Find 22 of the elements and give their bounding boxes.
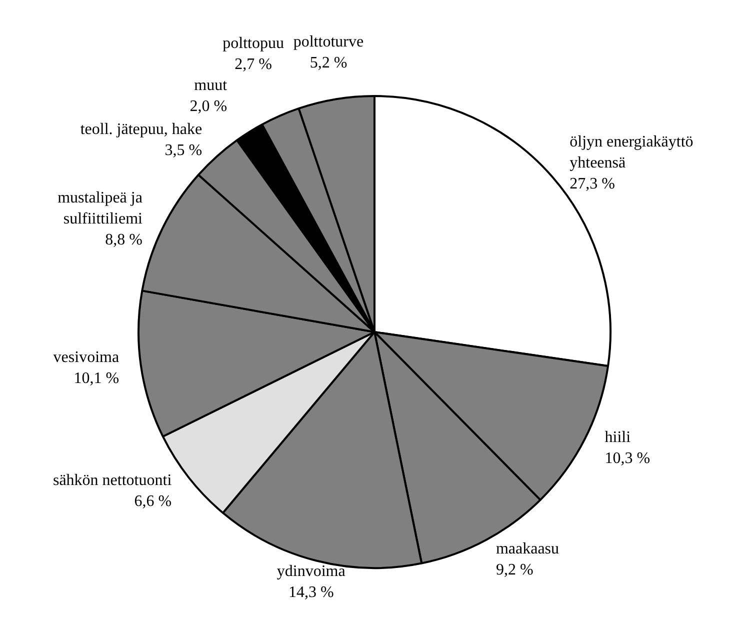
data-label: 2,0 %	[190, 98, 228, 116]
data-label: 2,7 %	[234, 56, 272, 74]
slice-label: ydinvoima	[276, 562, 346, 580]
slice-label: teoll. jätepuu, hake	[80, 120, 202, 138]
slice-label: sähkön nettotuonti	[52, 472, 172, 490]
data-label: 10,1 %	[74, 370, 120, 388]
slice-label: muut	[194, 77, 228, 94]
data-label: 6,6 %	[134, 493, 172, 510]
data-label: 27,3 %	[570, 175, 615, 192]
data-label: 3,5 %	[164, 142, 202, 159]
data-label: 10,3 %	[604, 450, 650, 468]
slice-label: polttoturve	[293, 33, 364, 50]
slice-label: mustalipeä ja sulfiittiliemi	[58, 189, 144, 228]
data-label: 14,3 %	[288, 584, 334, 601]
slice-label: hiili	[604, 429, 632, 446]
slice-label: maakaasu	[496, 540, 560, 558]
slice-label: vesivoima	[53, 349, 120, 366]
data-label: 5,2 %	[310, 54, 348, 72]
data-label: 9,2 %	[496, 561, 534, 578]
slice-label: polttopuu	[222, 35, 284, 52]
data-label: 8,8 %	[105, 231, 142, 248]
slice-label: öljyn energiakäyttö yhteensä	[570, 133, 694, 172]
